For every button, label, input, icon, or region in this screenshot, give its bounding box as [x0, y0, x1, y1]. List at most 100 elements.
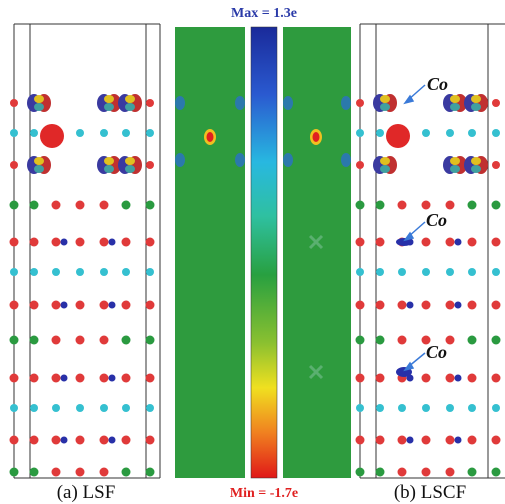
atom [10, 161, 18, 169]
atom [75, 300, 85, 310]
orbital-lobe [125, 95, 135, 103]
atom [355, 237, 365, 247]
atom [99, 200, 109, 210]
atom [10, 268, 18, 276]
atom [145, 467, 155, 477]
atom [446, 404, 454, 412]
atom [146, 99, 154, 107]
atom [145, 237, 155, 247]
atom [468, 404, 476, 412]
orbital-lobe [450, 157, 460, 165]
atom [492, 129, 500, 137]
atom [446, 129, 454, 137]
atom [51, 335, 61, 345]
atom [75, 435, 85, 445]
atom [467, 200, 477, 210]
atom [398, 404, 406, 412]
atom [100, 129, 108, 137]
atom [454, 238, 462, 246]
atom [75, 200, 85, 210]
atom [468, 268, 476, 276]
orbital-lobe [471, 157, 481, 165]
orbital-lobe [380, 157, 390, 165]
atom [100, 268, 108, 276]
atom [467, 467, 477, 477]
atom [10, 129, 18, 137]
atom [76, 268, 84, 276]
co-annotations [403, 84, 426, 372]
atom [445, 200, 455, 210]
atom [445, 335, 455, 345]
atom [60, 301, 68, 309]
atom [406, 301, 414, 309]
atom [406, 436, 414, 444]
atom [467, 237, 477, 247]
atom [121, 335, 131, 345]
orbital-lobe [450, 165, 460, 173]
atom [375, 300, 385, 310]
orbital-lobe [125, 157, 135, 165]
atom [9, 300, 19, 310]
orbital-lobe [450, 103, 460, 111]
map-x-feature [308, 364, 324, 380]
atom [121, 200, 131, 210]
atom [421, 335, 431, 345]
orbital-lobe [34, 103, 44, 111]
orbital-lobe [471, 165, 481, 173]
atom [9, 467, 19, 477]
atom [397, 435, 407, 445]
atom [356, 268, 364, 276]
atom [10, 404, 18, 412]
orbital-lobe [380, 103, 390, 111]
atom [145, 300, 155, 310]
atom [491, 467, 501, 477]
caption-b: (b) LSCF [394, 482, 466, 503]
density-map-a [175, 27, 245, 478]
atom [9, 200, 19, 210]
atom [397, 200, 407, 210]
atom [398, 268, 406, 276]
orbital-lobe [380, 95, 390, 103]
atom [421, 237, 431, 247]
atom [492, 268, 500, 276]
atom [29, 373, 39, 383]
atom [375, 373, 385, 383]
atom [454, 436, 462, 444]
atom [99, 435, 109, 445]
atom [30, 404, 38, 412]
atom [491, 200, 501, 210]
atom [9, 237, 19, 247]
map-peak [206, 132, 214, 142]
orbital-lobe [104, 103, 114, 111]
atom [468, 129, 476, 137]
atom [75, 237, 85, 247]
atom [29, 200, 39, 210]
map-lobe [341, 96, 351, 110]
atom [355, 200, 365, 210]
atom [376, 268, 384, 276]
atom [122, 129, 130, 137]
atom [467, 373, 477, 383]
atom [375, 237, 385, 247]
atom [397, 335, 407, 345]
atom [491, 300, 501, 310]
atom [421, 435, 431, 445]
atom [445, 373, 455, 383]
atom [145, 373, 155, 383]
atom [375, 435, 385, 445]
atom [421, 373, 431, 383]
atom [454, 374, 462, 382]
atom [121, 435, 131, 445]
map-peak [312, 132, 320, 142]
atom [356, 99, 364, 107]
atom [445, 435, 455, 445]
atom [467, 435, 477, 445]
min-label: Min = -1.7e [230, 486, 298, 501]
atom [51, 373, 61, 383]
atom [108, 238, 116, 246]
large-atom [40, 124, 64, 148]
atom [99, 373, 109, 383]
atom [9, 335, 19, 345]
atom [355, 335, 365, 345]
